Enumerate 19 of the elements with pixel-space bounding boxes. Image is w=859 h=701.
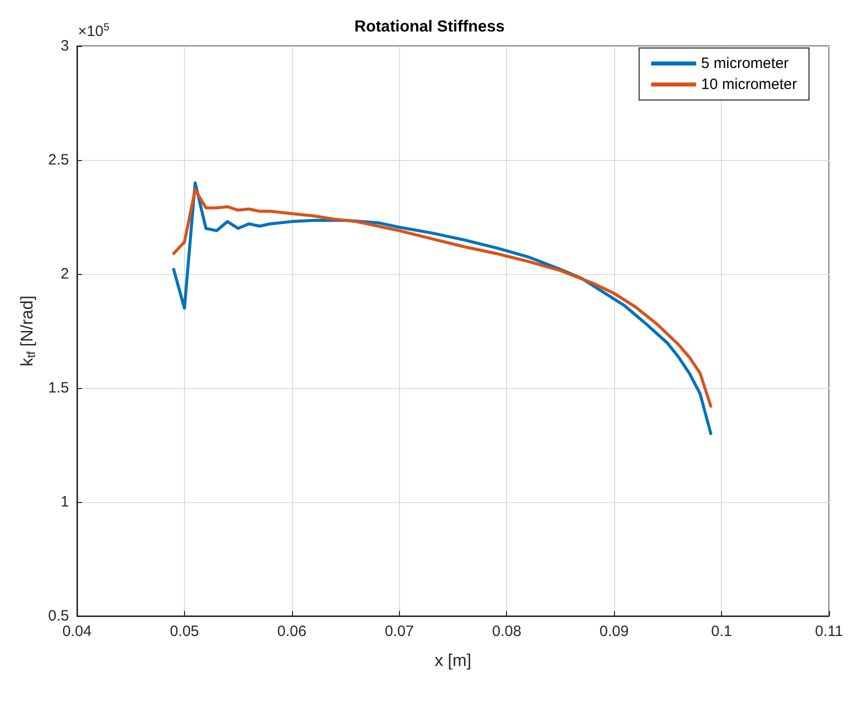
- y-tick-label: 2: [60, 266, 69, 282]
- x-tick-label: 0.07: [384, 623, 414, 640]
- x-tick-label: 0.09: [600, 623, 629, 640]
- x-tick-label: 0.11: [814, 623, 844, 640]
- y-tick-label: 3: [60, 38, 69, 54]
- x-tick-label: 0.04: [62, 623, 92, 640]
- chart-title: Rotational Stiffness: [354, 18, 505, 36]
- y-tick-label: 0.5: [48, 608, 69, 624]
- legend-label: 10 micrometer: [701, 76, 798, 93]
- x-tick-label: 0.08: [492, 623, 522, 640]
- y-tick-label: 2.5: [48, 152, 69, 168]
- y-tick-label: 1.5: [48, 380, 69, 396]
- x-tick-label: 0.05: [170, 623, 200, 640]
- y-tick-label: 1: [60, 494, 69, 510]
- legend-label: 5 micrometer: [701, 55, 789, 72]
- y-axis-title: ktf [N/rad]: [18, 296, 38, 366]
- x-axis-title: x [m]: [434, 651, 472, 670]
- x-tick-label: 0.1: [711, 623, 732, 640]
- x-tick-label: 0.06: [277, 623, 306, 640]
